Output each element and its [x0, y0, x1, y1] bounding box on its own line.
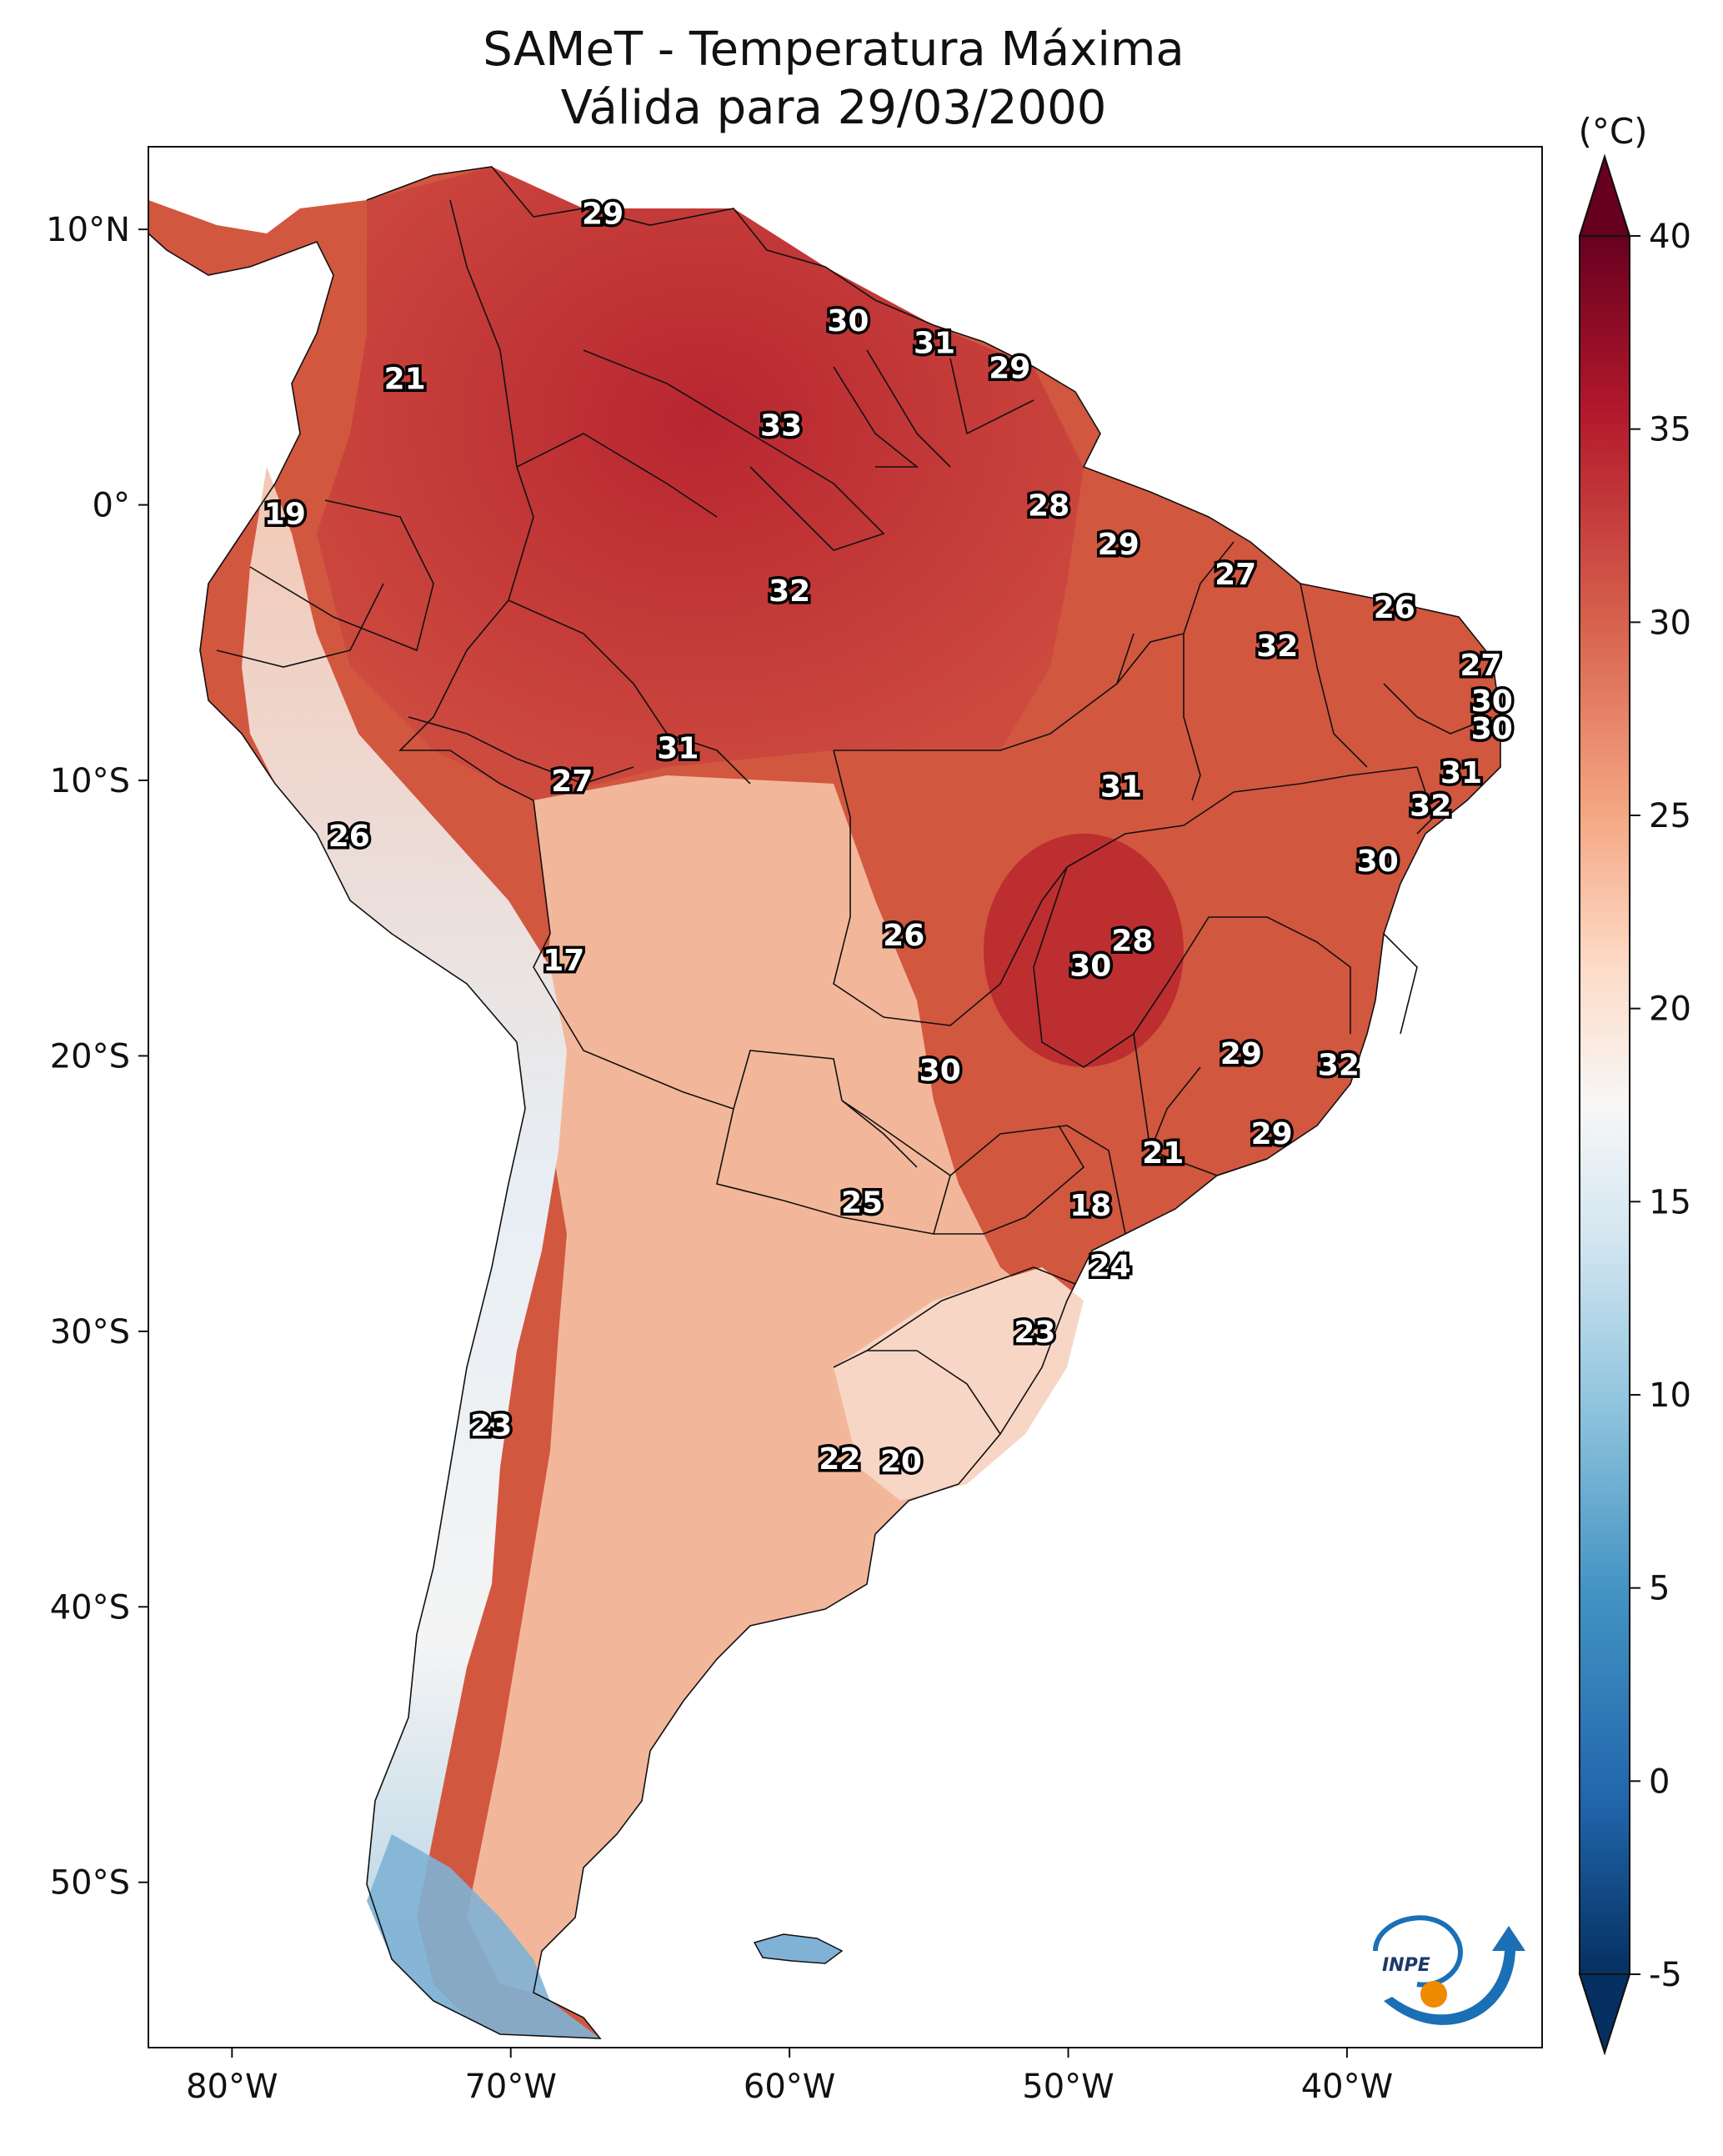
- colorbar-top-extension: [1578, 153, 1631, 237]
- station-temperature-label: 27: [1460, 649, 1501, 683]
- lat-tick-label: 40°S: [50, 1588, 130, 1627]
- map-axes: [148, 146, 1543, 2048]
- station-temperature-label: 30: [1471, 712, 1513, 746]
- patagonia-cold-region: [367, 1834, 600, 2038]
- station-temperature-label: 21: [384, 363, 426, 397]
- colorbar-tick-label: -5: [1649, 1956, 1682, 1994]
- station-temperature-label: 20: [880, 1445, 922, 1479]
- lat-tick-label: 10°S: [50, 762, 130, 800]
- lat-tick-label: 0°: [93, 487, 130, 525]
- colorbar-tick-label: 10: [1649, 1376, 1691, 1415]
- lon-tick-label: 80°W: [186, 2068, 278, 2106]
- station-temperature-label: 30: [1471, 684, 1513, 719]
- colorbar-unit: (°C): [1578, 111, 1647, 152]
- colorbar-ticks: 40 35 30 25 20 15 10 5 0 -5: [1630, 218, 1691, 1994]
- station-temperature-label: 22: [819, 1442, 860, 1477]
- lon-tick-label: 40°W: [1301, 2068, 1393, 2106]
- station-temperature-label: 30: [827, 304, 869, 338]
- colorbar-tick-label: 35: [1649, 411, 1691, 449]
- falkland-islands: [753, 1933, 844, 1964]
- station-temperature-label: 31: [1100, 770, 1142, 805]
- lon-tick-label: 60°W: [744, 2068, 835, 2106]
- colorbar-tick-label: 30: [1649, 604, 1691, 642]
- station-temperature-label: 24: [1089, 1250, 1131, 1284]
- station-temperature-label: 30: [919, 1054, 961, 1088]
- station-temperature-label: 27: [551, 765, 593, 799]
- political-borders: [148, 166, 1501, 2039]
- inpe-logo: INPE: [1373, 1915, 1525, 2025]
- colorbar-tick-label: 15: [1649, 1183, 1691, 1221]
- temperature-field: [148, 166, 1501, 2039]
- colorbar-body: [1580, 236, 1630, 1974]
- station-temperature-label: 31: [657, 731, 699, 765]
- station-temperature-label: 29: [1251, 1117, 1293, 1151]
- station-temperature-label: 19: [264, 497, 306, 531]
- lon-tick-label: 70°W: [464, 2068, 556, 2106]
- svg-text:INPE: INPE: [1382, 1955, 1430, 1976]
- station-temperature-label: 23: [1014, 1316, 1055, 1350]
- station-temperature-label: 23: [470, 1409, 512, 1443]
- southern-mild-region: [467, 775, 1067, 1993]
- station-temperature-label: 29: [1220, 1037, 1262, 1071]
- station-temperature-label: 30: [1357, 845, 1399, 879]
- station-temperature-label: 27: [1215, 558, 1256, 592]
- station-temperature-label: 29: [1098, 528, 1139, 562]
- lat-tick-label: 30°S: [50, 1313, 130, 1351]
- station-temperature-label: 21: [1142, 1136, 1184, 1171]
- andes-cool-strip: [242, 467, 567, 2034]
- colorbar: (°C) 40 35 30 25 20 15 10 5 0 -5: [1578, 111, 1691, 2056]
- station-temperature-label: 31: [914, 327, 955, 361]
- colorbar-bottom-extension: [1578, 1973, 1631, 2056]
- lat-tick-label: 10°N: [46, 211, 130, 249]
- station-temperature-label: 32: [1256, 629, 1298, 664]
- station-temperature-label: 28: [1028, 489, 1069, 524]
- lat-tick-label: 50°S: [50, 1864, 130, 1903]
- title-line-1: SAMeT - Temperatura Máxima: [483, 23, 1185, 77]
- station-temperature-label: 30: [1069, 949, 1111, 983]
- longitude-axis: 80°W 70°W 60°W 50°W 40°W: [186, 2048, 1393, 2106]
- colorbar-tick-label: 0: [1649, 1762, 1670, 1801]
- colorbar-tick-label: 40: [1649, 218, 1691, 256]
- station-temperature-label: 28: [1111, 925, 1153, 959]
- station-temperature-label: 29: [989, 351, 1030, 385]
- station-temperature-label: 32: [769, 574, 810, 609]
- station-temperature-label: 31: [1440, 756, 1482, 790]
- amazon-hot-region: [317, 167, 1084, 800]
- station-temperature-label: 25: [841, 1186, 883, 1221]
- pampas-pale-region: [834, 1267, 1084, 1501]
- station-temperature-label: 33: [760, 409, 802, 444]
- colorbar-tick-label: 25: [1649, 797, 1691, 835]
- title-line-2: Válida para 29/03/2000: [561, 81, 1107, 135]
- station-temperature-label: 29: [582, 197, 624, 231]
- station-temperature-label: 32: [1410, 790, 1451, 824]
- station-temperature-label: 32: [1318, 1048, 1360, 1082]
- central-brazil-hot-spot: [984, 834, 1184, 1067]
- colorbar-tick-label: 20: [1649, 990, 1691, 1029]
- lat-tick-label: 20°S: [50, 1037, 130, 1075]
- station-temperature-label: 26: [328, 820, 370, 854]
- latitude-axis: 10°N 0° 10°S 20°S 30°S 40°S 50°S: [46, 211, 148, 1903]
- station-temperature-label: 17: [543, 944, 584, 978]
- colorbar-tick-label: 5: [1649, 1570, 1670, 1608]
- lon-tick-label: 50°W: [1022, 2068, 1114, 2106]
- station-temperature-label: 26: [883, 919, 924, 953]
- station-temperature-label: 26: [1374, 591, 1415, 625]
- station-temperature-label: 18: [1069, 1189, 1111, 1223]
